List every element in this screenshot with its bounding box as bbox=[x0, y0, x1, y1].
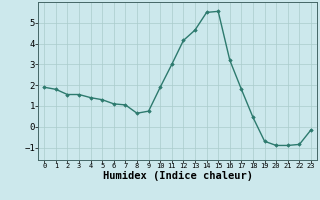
X-axis label: Humidex (Indice chaleur): Humidex (Indice chaleur) bbox=[103, 171, 252, 181]
